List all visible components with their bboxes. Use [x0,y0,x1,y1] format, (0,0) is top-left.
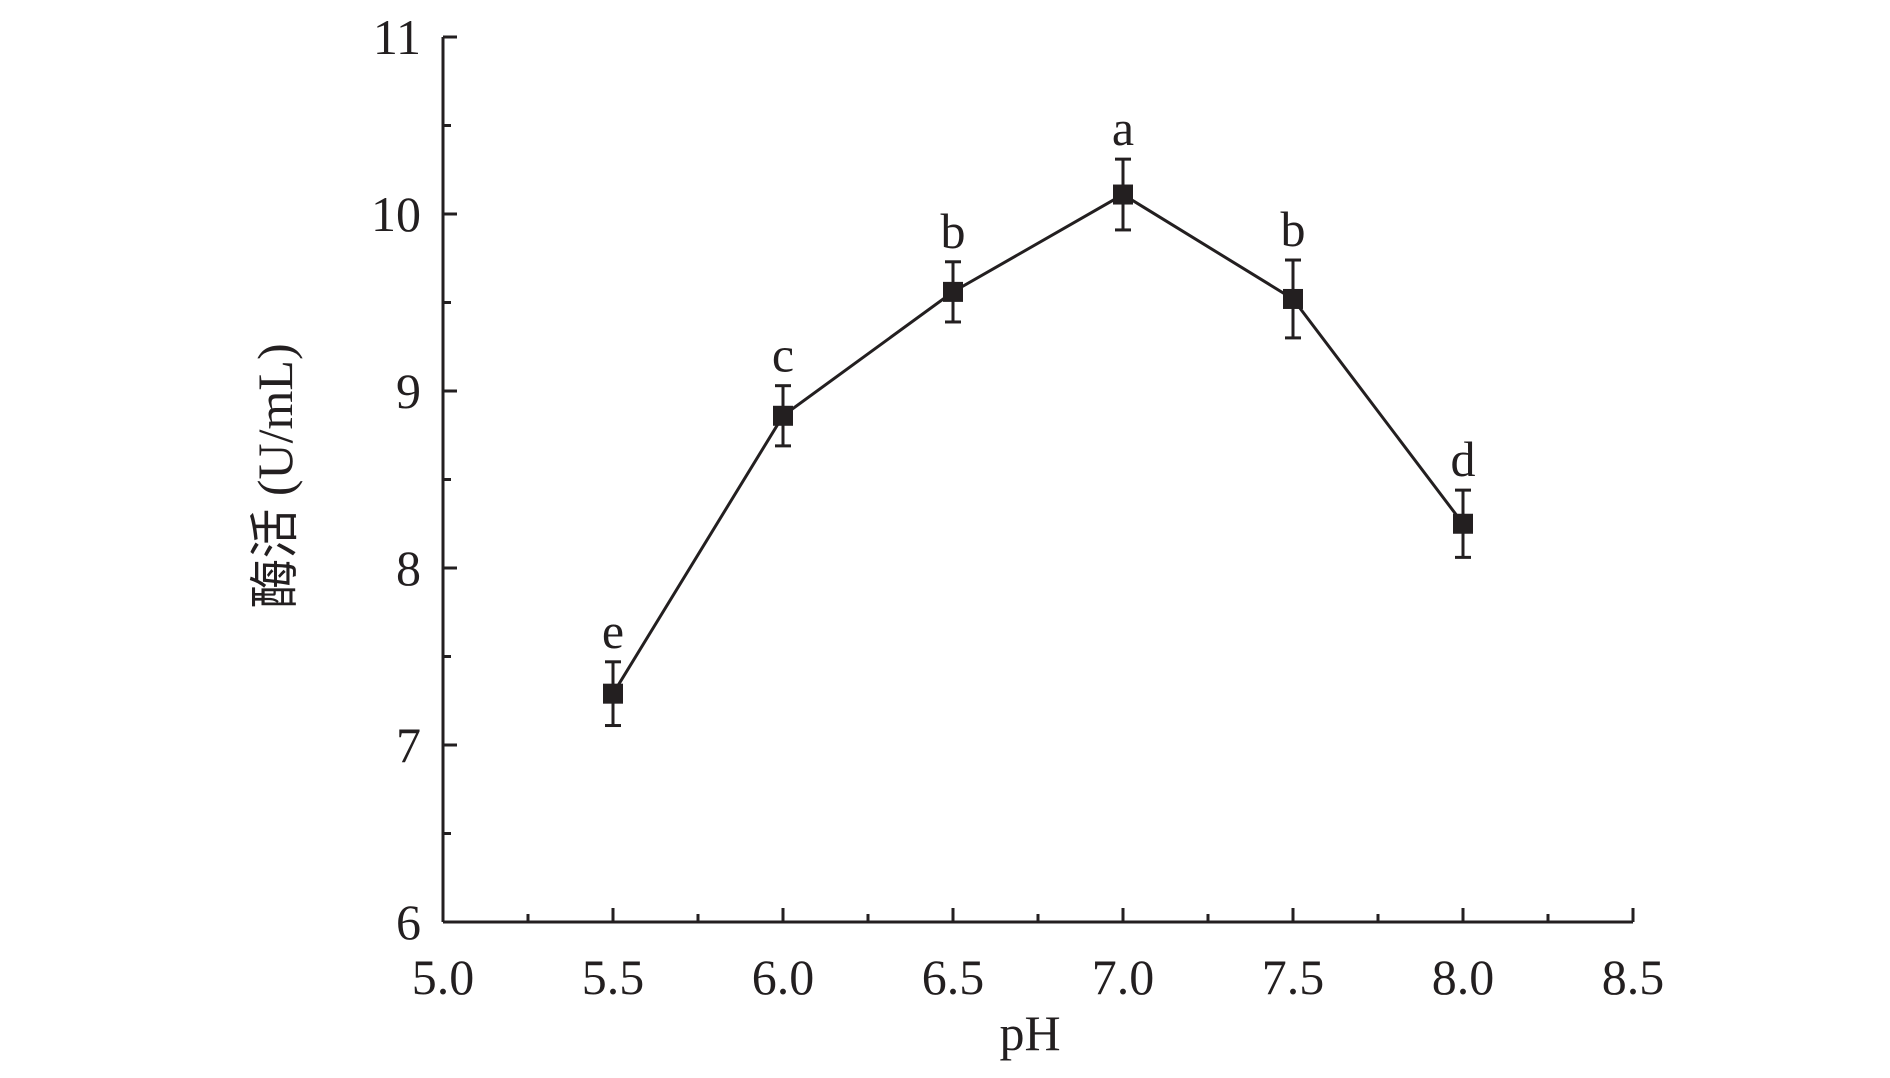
significance-label: c [772,327,794,383]
tick-marks [441,35,1635,924]
x-tick-label: 5.5 [582,949,645,1005]
data-point [1283,288,1303,309]
tick-labels: 5.0 5.5 6.0 6.5 7.0 7.5 8.0 8.5 6 7 8 9 10 11 [371,9,1664,1005]
y-tick-label: 9 [396,363,421,419]
significance-label: b [1281,201,1306,257]
x-tick-label: 7.5 [1262,949,1325,1005]
significance-label: b [941,203,966,259]
x-tick-label: 7.0 [1092,949,1155,1005]
y-tick-label: 10 [371,186,421,242]
x-tick-label: 8.5 [1602,949,1665,1005]
y-axis-label: 酶活 (U/mL) [247,343,303,608]
y-tick-label: 7 [396,717,421,773]
significance-label: a [1112,100,1134,156]
x-axis-label: pH [999,1005,1060,1061]
x-tick-label: 6.5 [922,949,985,1005]
significance-label: e [602,603,624,659]
data-point [943,281,963,302]
y-tick-label: 11 [373,9,421,65]
data-point [773,405,793,426]
data-point [603,683,623,704]
x-tick-label: 6.0 [752,949,815,1005]
data-point [1113,184,1133,205]
significance-label: d [1451,431,1476,487]
data-point [1453,513,1473,534]
x-tick-label: 5.0 [412,949,475,1005]
x-tick-label: 8.0 [1432,949,1495,1005]
series: e c b a b d [602,100,1476,728]
series-line [611,192,1465,695]
y-tick-label: 8 [396,540,421,596]
y-tick-label: 6 [396,894,421,950]
